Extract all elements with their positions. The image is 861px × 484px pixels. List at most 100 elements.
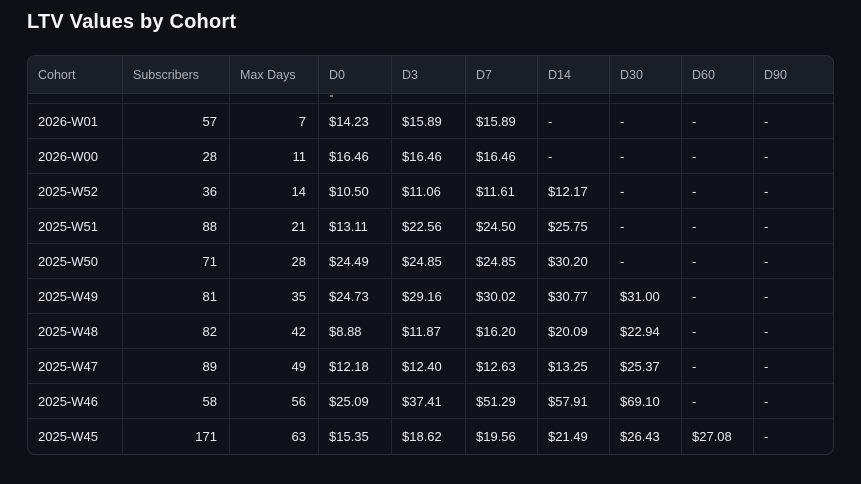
partial-cell-max-days [230,94,319,104]
cell-d30: $25.37 [610,349,682,384]
partial-cell-d0 [319,94,392,104]
cell-d7: $30.02 [466,279,538,314]
table-row: 2026-W00 28 11 $16.46 $16.46 $16.46- - - - [28,139,833,174]
cell-d14: $12.17 [538,174,610,209]
cell-d30: - [610,139,682,174]
page-title: LTV Values by Cohort [27,11,237,33]
table-row: 2025-W47 89 49 $12.18 $12.40 $12.63 $13.25 $25.… [28,349,833,384]
cell-d7: $12.63 [466,349,538,384]
cell-d0: $14.23 [319,104,392,139]
cell-d0: $13.11 [319,209,392,244]
column-header-d90: D90 [754,56,833,94]
cell-cohort: 2025-W47 [28,349,123,384]
table-body: 2026-W01 57 7 $14.23 $15.89 $15.89- - - -2026-W0… [28,94,833,454]
cell-cohort: 2025-W51 [28,209,123,244]
cell-d30: - [610,209,682,244]
cell-d90: - [754,139,833,174]
cell-max-days: 42 [230,314,319,349]
cell-d3: $18.62 [392,419,466,454]
ltv-table-container[interactable]: Cohort Subscribers Max Days D0 D3 D7 D14 D30 D60… [27,55,834,455]
partial-cell-d30 [610,94,682,104]
cell-d3: $16.46 [392,139,466,174]
cell-d60: - [682,139,754,174]
cell-subscribers: 89 [123,349,230,384]
cell-cohort: 2025-W49 [28,279,123,314]
cell-max-days: 49 [230,349,319,384]
cell-d3: $29.16 [392,279,466,314]
cell-max-days: 56 [230,384,319,419]
cell-d0: $10.50 [319,174,392,209]
partial-scrolled-row [28,94,833,104]
cell-d14: $13.25 [538,349,610,384]
cell-d14: - [538,104,610,139]
table-row: 2025-W49 81 35 $24.73 $29.16 $30.02 $30.77 $31.… [28,279,833,314]
table-row: 2025-W48 82 42 $8.88 $11.87 $16.20 $20.09 $22.9… [28,314,833,349]
table-row: 2025-W45 171 63 $15.35 $18.62 $19.56 $21.49 $26… [28,419,833,454]
cell-d14: $30.20 [538,244,610,279]
cell-d3: $12.40 [392,349,466,384]
cell-cohort: 2026-W00 [28,139,123,174]
column-header-d60: D60 [682,56,754,94]
cell-d30: $69.10 [610,384,682,419]
cell-d7: $51.29 [466,384,538,419]
cell-subscribers: 82 [123,314,230,349]
cell-d30: - [610,104,682,139]
cell-d14: $57.91 [538,384,610,419]
cell-d3: $15.89 [392,104,466,139]
table-header-row: Cohort Subscribers Max Days D0 D3 D7 D14 D30 D60… [28,56,833,94]
cell-subscribers: 58 [123,384,230,419]
ltv-table: Cohort Subscribers Max Days D0 D3 D7 D14 D30 D60… [28,56,833,454]
cell-d60: $27.08 [682,419,754,454]
cell-d30: - [610,244,682,279]
cell-d60: - [682,104,754,139]
cell-d0: $24.49 [319,244,392,279]
cell-cohort: 2025-W46 [28,384,123,419]
cell-d60: - [682,384,754,419]
cell-d7: $16.46 [466,139,538,174]
partial-cell-cohort [28,94,123,104]
cell-d60: - [682,209,754,244]
cell-subscribers: 28 [123,139,230,174]
table-head: Cohort Subscribers Max Days D0 D3 D7 D14 D30 D60… [28,56,833,94]
cell-d90: - [754,349,833,384]
cell-d14: $20.09 [538,314,610,349]
cell-max-days: 63 [230,419,319,454]
cell-d3: $37.41 [392,384,466,419]
cell-d7: $16.20 [466,314,538,349]
cell-d0: $16.46 [319,139,392,174]
cell-d90: - [754,104,833,139]
partial-cell-d90 [754,94,833,104]
partial-cell-d7 [466,94,538,104]
cell-max-days: 11 [230,139,319,174]
cell-subscribers: 88 [123,209,230,244]
cell-d14: $25.75 [538,209,610,244]
cell-d14: $21.49 [538,419,610,454]
cell-d7: $24.50 [466,209,538,244]
cell-subscribers: 171 [123,419,230,454]
cell-d30: $26.43 [610,419,682,454]
cell-d7: $19.56 [466,419,538,454]
cell-d0: $12.18 [319,349,392,384]
cell-d30: - [610,174,682,209]
cell-d0: $8.88 [319,314,392,349]
cell-subscribers: 57 [123,104,230,139]
cell-d60: - [682,174,754,209]
cell-d3: $24.85 [392,244,466,279]
cell-cohort: 2025-W52 [28,174,123,209]
column-header-max-days: Max Days [230,56,319,94]
partial-cell-subscribers [123,94,230,104]
cell-cohort: 2025-W48 [28,314,123,349]
column-header-d14: D14 [538,56,610,94]
cell-d7: $11.61 [466,174,538,209]
cell-d90: - [754,314,833,349]
cell-d90: - [754,174,833,209]
cell-d30: $22.94 [610,314,682,349]
table-row: 2025-W52 36 14 $10.50 $11.06 $11.61 $12.17- - - [28,174,833,209]
partial-cell-d14 [538,94,610,104]
column-header-subscribers: Subscribers [123,56,230,94]
cell-max-days: 28 [230,244,319,279]
cell-d0: $24.73 [319,279,392,314]
table-row: 2025-W50 71 28 $24.49 $24.85 $24.85 $30.20- - - [28,244,833,279]
cell-d14: $30.77 [538,279,610,314]
